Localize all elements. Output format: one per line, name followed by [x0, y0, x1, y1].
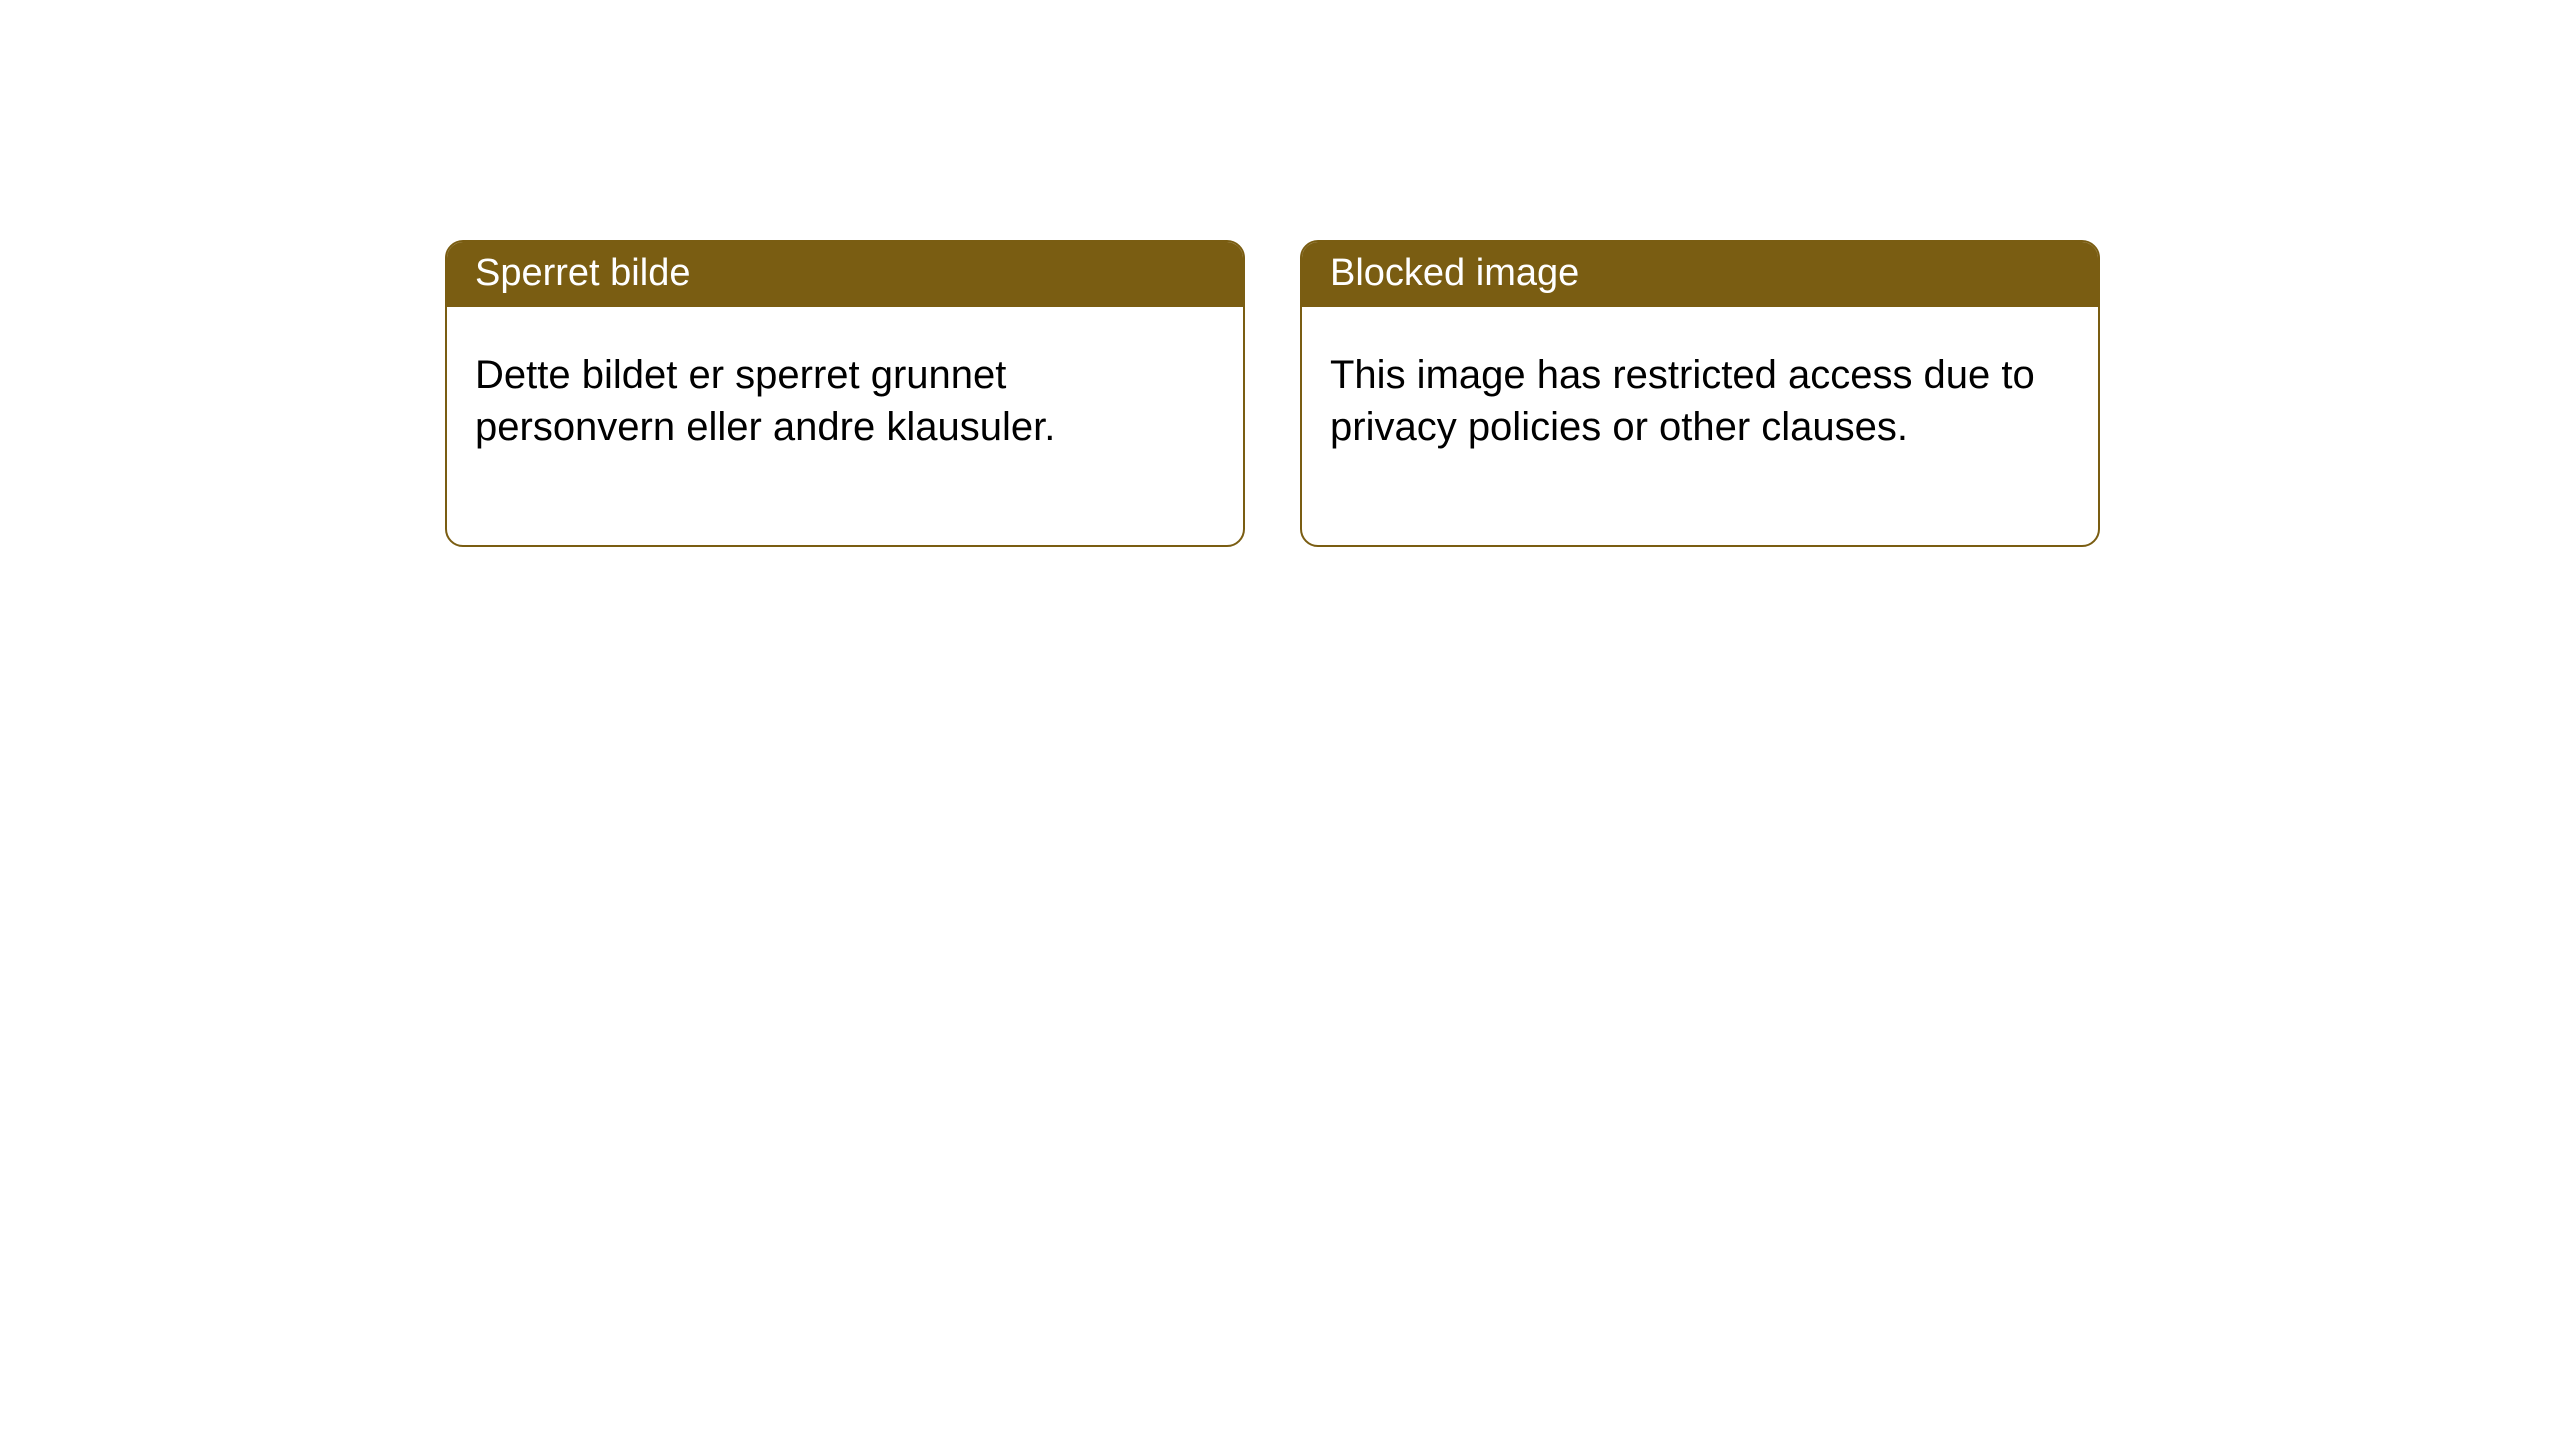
notice-body-norwegian: Dette bildet er sperret grunnet personve…	[447, 307, 1243, 545]
notice-card-norwegian: Sperret bilde Dette bildet er sperret gr…	[445, 240, 1245, 547]
notice-body-english: This image has restricted access due to …	[1302, 307, 2098, 545]
notice-container: Sperret bilde Dette bildet er sperret gr…	[445, 240, 2100, 547]
notice-header-norwegian: Sperret bilde	[447, 242, 1243, 307]
notice-header-english: Blocked image	[1302, 242, 2098, 307]
notice-card-english: Blocked image This image has restricted …	[1300, 240, 2100, 547]
